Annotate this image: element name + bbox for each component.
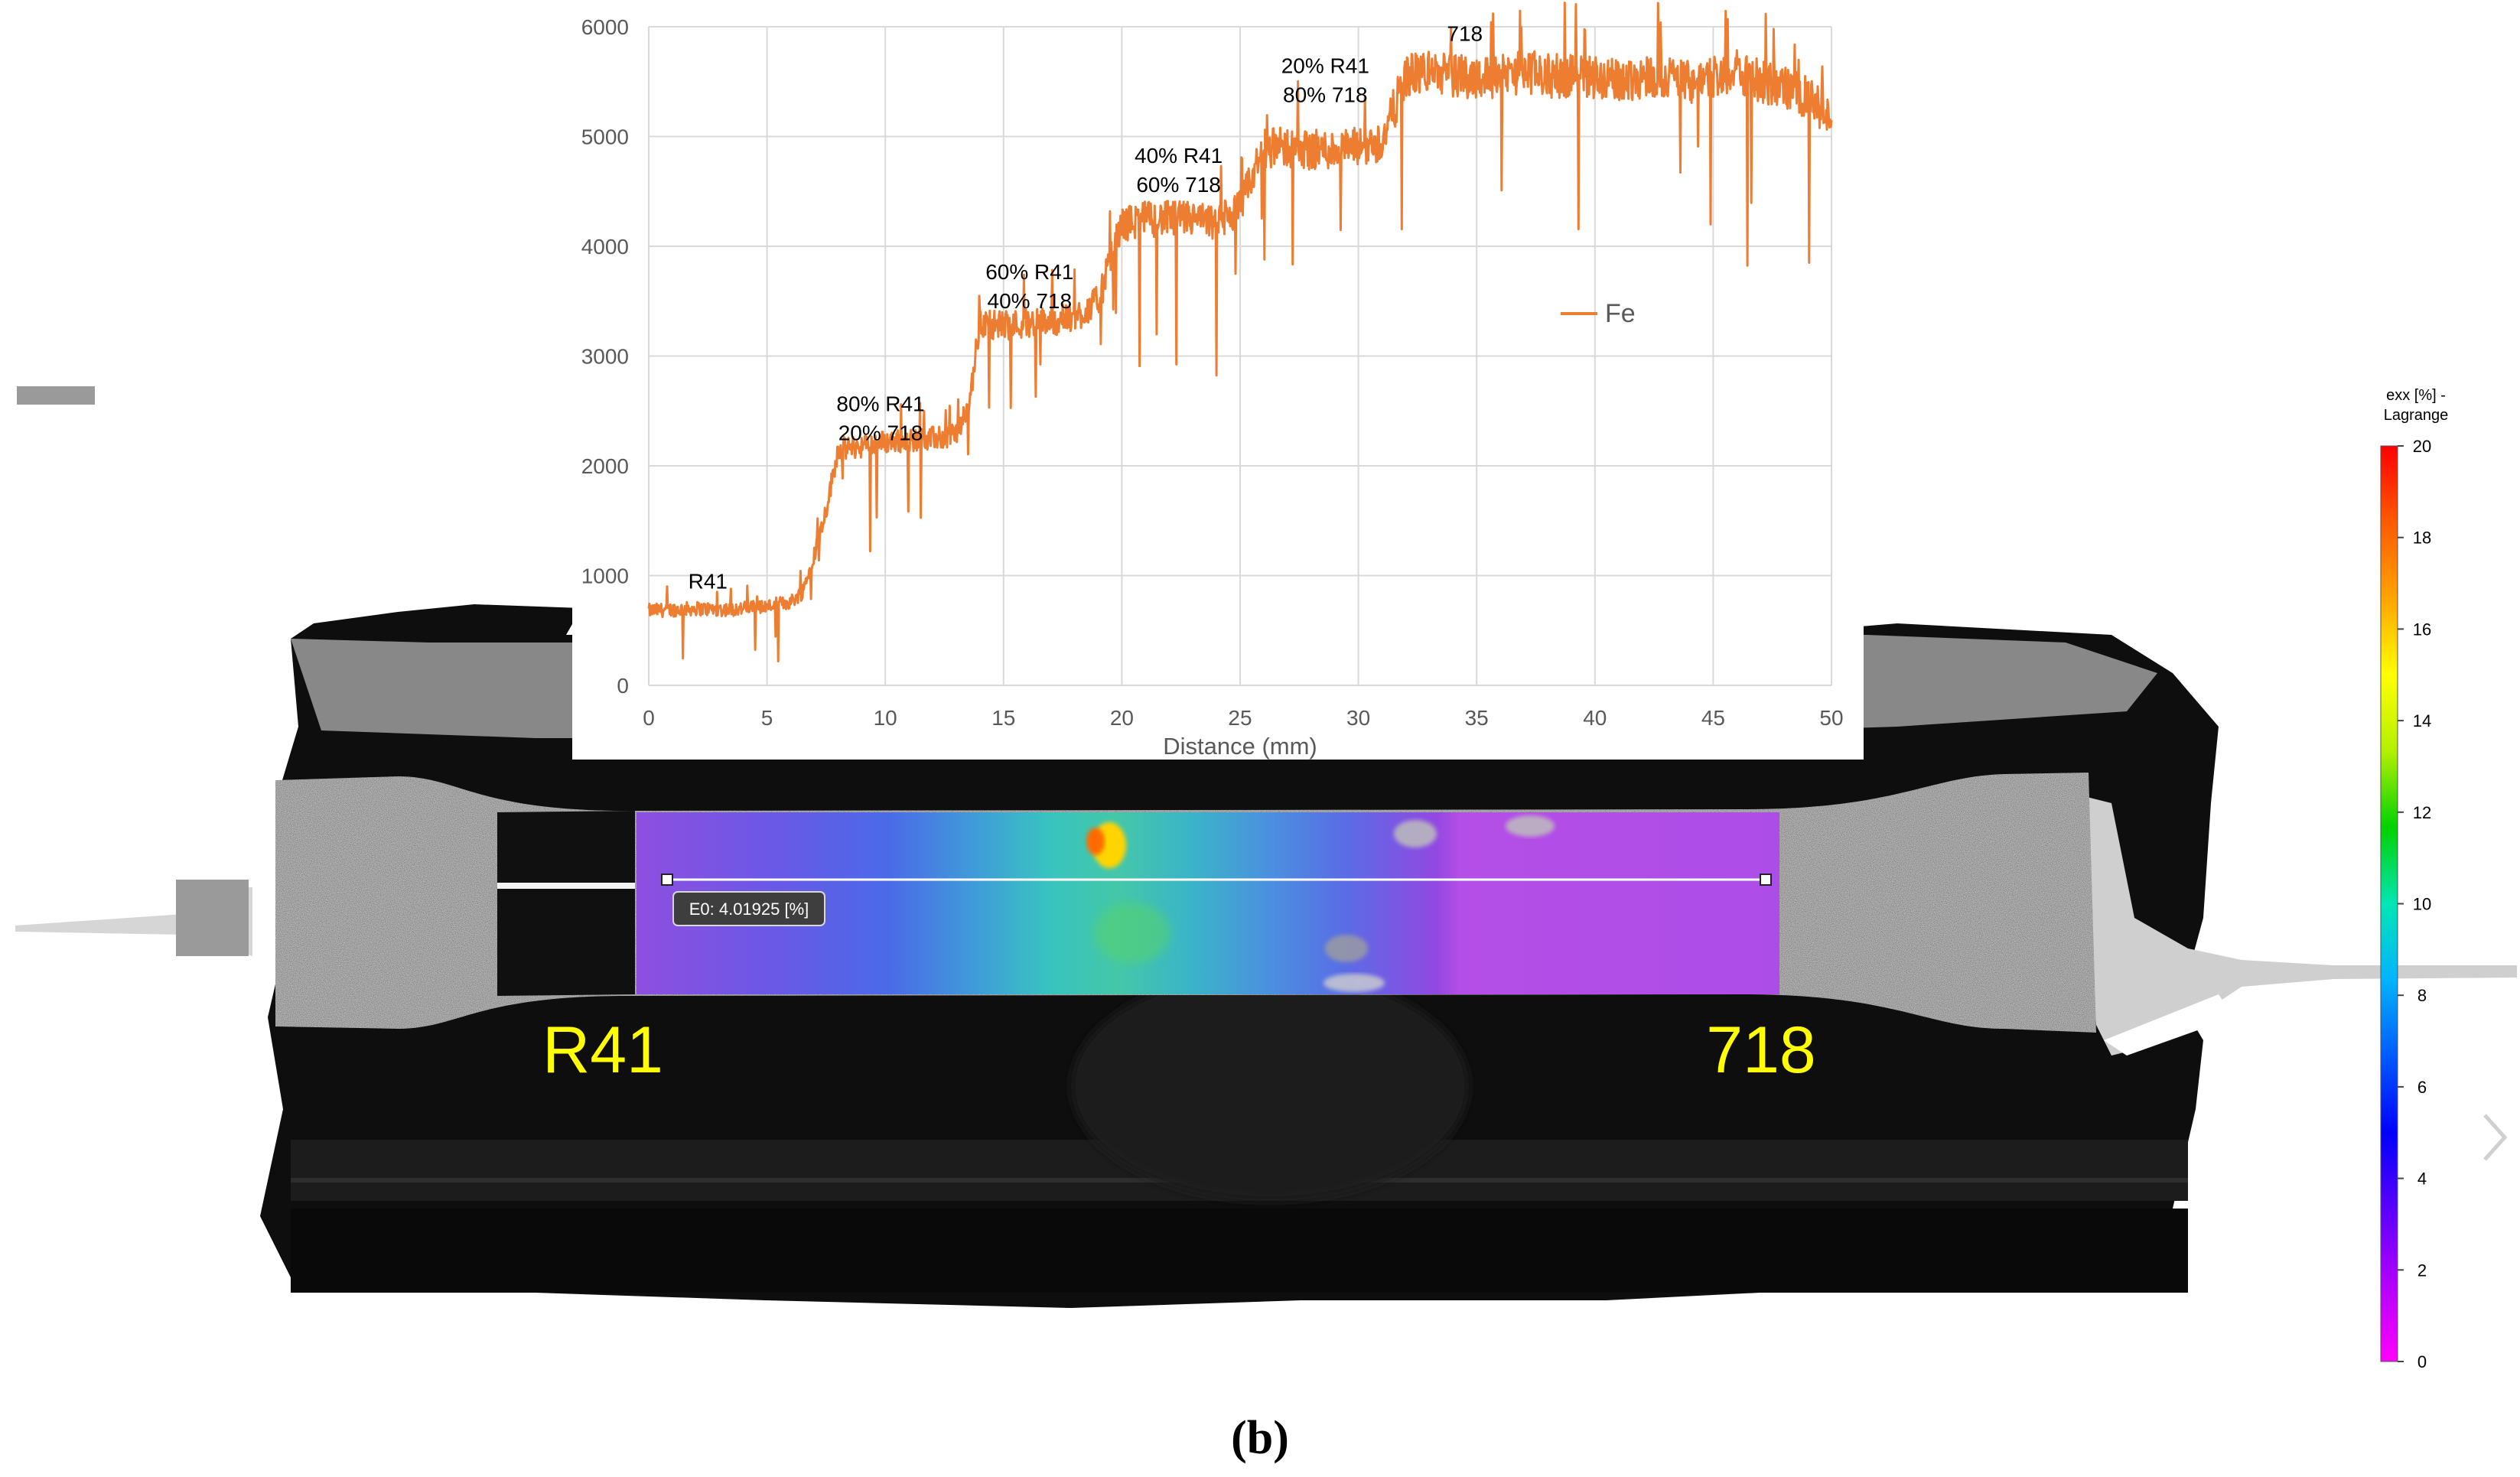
extensometer-handle-left[interactable] xyxy=(661,874,673,886)
colorbar-title-line-2: Lagrange xyxy=(2384,407,2449,424)
dic-grey-patch-2 xyxy=(1506,815,1555,837)
photo-label-right: 718 xyxy=(1706,1013,1816,1087)
x-tick-label-9: 45 xyxy=(1701,706,1725,730)
specimen-photo: E0: 4.01925 [%] R41 718 xyxy=(15,604,2517,1308)
x-tick-label-0: 0 xyxy=(643,706,655,730)
chart-annotation-4-1: 80% 718 xyxy=(1283,83,1368,106)
chevron-right-icon[interactable] xyxy=(2483,1114,2508,1161)
y-axis-ticks: 0 1000 2000 3000 4000 5000 6000 xyxy=(581,15,629,698)
photo-label-left: R41 xyxy=(542,1013,663,1087)
chart-annotations: R41 80% R41 20% 718 60% R41 40% 718 40% R41 60… xyxy=(689,22,1483,594)
x-tick-label-2: 10 xyxy=(874,706,897,730)
y-tick-label-0: 0 xyxy=(617,674,629,698)
colorbar-tick-label-1: 18 xyxy=(2413,529,2431,548)
colorbar-tick-label-5: 10 xyxy=(2413,895,2431,914)
y-tick-label-5: 5000 xyxy=(581,125,629,149)
colorbar-tick-label-7: 6 xyxy=(2417,1078,2427,1097)
x-tick-label-10: 50 xyxy=(1819,706,1843,730)
dic-hotspot-orange xyxy=(1086,828,1105,855)
legend: Fe xyxy=(1561,299,1636,328)
figure-caption: (b) xyxy=(1231,1412,1289,1464)
dic-strain-field xyxy=(637,812,1779,994)
colorbar-title-line-1: exx [%] - xyxy=(2386,387,2446,404)
specimen-left-dark-section xyxy=(497,811,635,996)
colorbar-tick-label-9: 2 xyxy=(2417,1261,2427,1280)
y-tick-label-1: 1000 xyxy=(581,564,629,588)
x-tick-label-1: 5 xyxy=(761,706,773,730)
colorbar-tick-label-6: 8 xyxy=(2417,986,2427,1005)
left-grip xyxy=(15,887,252,956)
colorbar-gradient xyxy=(2380,445,2398,1362)
chart-annotation-3-0: 40% R41 xyxy=(1135,144,1223,168)
chart-annotation-2-1: 40% 718 xyxy=(988,289,1073,313)
series-line-fe xyxy=(647,2,1833,662)
x-tick-label-7: 35 xyxy=(1465,706,1489,730)
x-tick-label-4: 20 xyxy=(1110,706,1134,730)
chart-annotation-5-0: 718 xyxy=(1447,22,1483,46)
chart-annotation-4-0: 20% R41 xyxy=(1281,54,1369,77)
chart-panel: 0 1000 2000 3000 4000 5000 6000 0 5 10 15 20 25 30 35… xyxy=(572,0,1864,760)
x-axis-ticks: 0 5 10 15 20 25 30 35 40 45 50 xyxy=(643,706,1843,730)
x-tick-label-8: 40 xyxy=(1583,706,1607,730)
left-edge-grey-tab xyxy=(17,386,95,405)
right-grip xyxy=(2081,795,2517,1056)
chart-annotation-2-0: 60% R41 xyxy=(985,260,1073,284)
x-tick-label-5: 25 xyxy=(1228,706,1252,730)
dic-grey-patch-4 xyxy=(1323,974,1385,992)
chart-background xyxy=(572,0,1864,760)
colorbar-tick-label-3: 14 xyxy=(2413,711,2431,730)
colorbar-tick-label-0: 20 xyxy=(2413,437,2431,456)
photo-reflection xyxy=(1071,971,1469,1201)
colorbar-tick-label-2: 16 xyxy=(2413,620,2431,639)
x-tick-label-6: 30 xyxy=(1346,706,1370,730)
measurement-label-box xyxy=(672,891,825,926)
dic-grey-patch-3 xyxy=(1325,935,1368,962)
x-tick-label-3: 15 xyxy=(991,706,1015,730)
colorbar-tick-label-10: 0 xyxy=(2417,1352,2427,1371)
chart-annotation-0-0: R41 xyxy=(689,570,728,594)
extensometer-handle-right[interactable] xyxy=(1760,874,1772,886)
dic-grey-patch-1 xyxy=(1394,820,1437,847)
colorbar-tick-label-8: 4 xyxy=(2417,1170,2427,1189)
right-grip-shard xyxy=(2104,994,2234,1056)
left-grip-rod xyxy=(176,880,249,956)
chart-grid xyxy=(648,26,1832,686)
y-tick-label-3: 3000 xyxy=(581,345,629,369)
y-tick-label-2: 2000 xyxy=(581,454,629,478)
x-axis-label: Distance (mm) xyxy=(1163,733,1317,760)
dic-green-patch xyxy=(1094,903,1170,964)
colorbar-tick-label-4: 12 xyxy=(2413,803,2431,822)
photo-floor xyxy=(291,1209,2188,1293)
chart-annotation-1-0: 80% R41 xyxy=(836,392,924,415)
y-tick-label-6: 6000 xyxy=(581,15,629,39)
chart-annotation-3-1: 60% 718 xyxy=(1136,173,1221,197)
legend-label-fe: Fe xyxy=(1605,299,1636,328)
chart-annotation-1-1: 20% 718 xyxy=(838,421,923,444)
measurement-label: E0: 4.01925 [%] xyxy=(689,900,809,919)
y-tick-label-4: 4000 xyxy=(581,235,629,259)
